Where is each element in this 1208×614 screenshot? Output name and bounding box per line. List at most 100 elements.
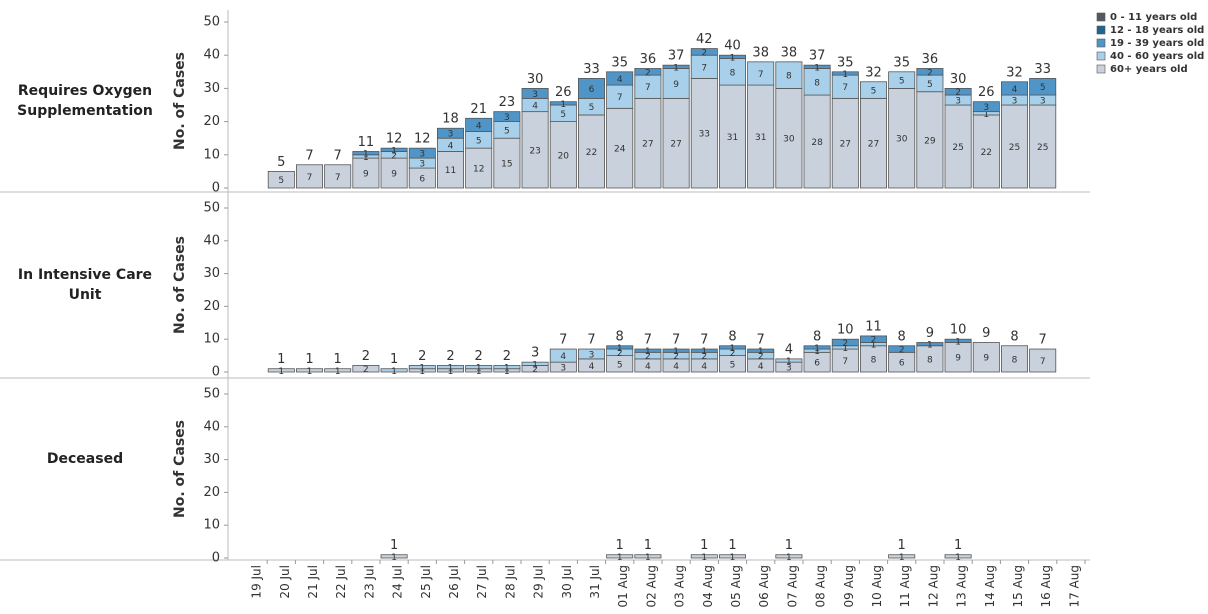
bar-segment (549, 348, 577, 363)
bar-segment (888, 88, 916, 189)
bar-segment (295, 164, 323, 189)
bar-segment (521, 361, 549, 366)
bar-segment (578, 348, 606, 360)
segment-label: 1 (758, 347, 764, 357)
bar-segment (747, 348, 775, 353)
bar-segment (521, 111, 549, 189)
bar-segment (493, 111, 521, 122)
y-tick-label: 50 (203, 387, 220, 402)
legend-label: 19 - 39 years old (1110, 38, 1204, 49)
x-tick-label: 03 Aug (673, 565, 687, 608)
total-label: 1 (277, 352, 285, 367)
total-label: 1 (700, 538, 708, 553)
segment-label: 5 (278, 176, 284, 186)
segment-label: 2 (842, 339, 848, 349)
segment-label: 4 (645, 362, 651, 372)
x-tick-label: 30 Jul (560, 565, 574, 599)
segment-label: 8 (871, 355, 877, 365)
segment-label: 1 (419, 367, 425, 377)
bar-segment (578, 78, 606, 99)
y-tick-label: 40 (203, 233, 220, 248)
segment-label: 8 (786, 72, 792, 82)
bar-segment (324, 368, 352, 373)
total-label: 37 (668, 49, 685, 64)
bar-segment (775, 61, 803, 89)
segment-label: 11 (445, 166, 456, 176)
y-tick-label: 20 (203, 485, 220, 500)
total-label: 36 (640, 52, 657, 67)
panel-title: Deceased (46, 451, 124, 467)
segment-label: 5 (617, 360, 623, 370)
bar-segment (408, 365, 436, 370)
segment-label: 9 (673, 80, 679, 90)
x-tick-label: 19 Jul (250, 565, 264, 599)
bar-segment (690, 348, 718, 353)
segment-label: 1 (871, 341, 877, 351)
bar-segment (578, 114, 606, 189)
bar-segment (436, 127, 464, 139)
bar-segment (493, 137, 521, 189)
total-label: 37 (809, 49, 826, 64)
total-label: 9 (926, 326, 934, 341)
segment-label: 30 (896, 135, 908, 145)
segment-label: 8 (814, 78, 820, 88)
segment-label: 1 (786, 357, 792, 367)
segment-label: 2 (871, 336, 877, 346)
total-label: 4 (785, 342, 793, 357)
y-tick-label: 30 (203, 266, 220, 281)
y-tick-label: 0 (212, 551, 220, 566)
segment-label: 6 (419, 175, 425, 185)
x-tick-label: 01 Aug (616, 565, 630, 608)
segment-label: 5 (899, 77, 905, 87)
segment-label: 1 (504, 367, 510, 377)
panel-title: In Intensive Care Unit (17, 267, 153, 303)
bar-segment (1001, 345, 1029, 373)
bar-segment (775, 554, 803, 559)
total-label: 1 (785, 538, 793, 553)
segment-label: 1 (391, 367, 397, 377)
segment-label: 1 (701, 347, 707, 357)
segment-label: 3 (589, 350, 595, 360)
total-label: 2 (446, 349, 454, 364)
total-label: 3 (531, 346, 539, 361)
bar-segment (324, 164, 352, 189)
bar-segment (634, 348, 662, 353)
segment-label: 5 (871, 87, 877, 97)
segment-label: 5 (589, 103, 595, 113)
panel-title: Requires Oxygen Supplementation (17, 83, 153, 119)
segment-label: 7 (758, 70, 764, 80)
segment-label: 7 (307, 173, 313, 183)
segment-label: 1 (448, 367, 454, 377)
segment-label: 1 (645, 553, 651, 563)
segment-label: 1 (955, 337, 961, 347)
segment-label: 1 (730, 53, 736, 63)
bar-segment (606, 71, 634, 86)
segment-label: 4 (1012, 85, 1018, 95)
segment-label: 7 (617, 93, 623, 103)
bar-segment (436, 365, 464, 370)
segment-label: 1 (842, 344, 848, 354)
x-tick-label: 11 Aug (898, 565, 912, 608)
segment-label: 25 (952, 143, 963, 153)
segment-label: 1 (701, 553, 707, 563)
segment-label: 27 (642, 140, 653, 150)
segment-label: 1 (983, 110, 989, 120)
bar-segment (916, 68, 944, 76)
segment-label: 20 (558, 151, 570, 161)
segment-label: 3 (560, 364, 566, 374)
total-label: 2 (418, 349, 426, 364)
total-label: 1 (954, 538, 962, 553)
x-tick-label: 21 Jul (306, 565, 320, 599)
bar-segment (803, 64, 831, 69)
segment-label: 33 (699, 130, 710, 140)
bar-segment (831, 97, 859, 189)
bar-segment (380, 554, 408, 559)
total-label: 12 (386, 132, 403, 147)
bar-segment (521, 88, 549, 99)
segment-label: 15 (501, 160, 512, 170)
bar-segment (295, 368, 323, 373)
bar-segment (1001, 104, 1029, 189)
x-tick-label: 05 Aug (729, 565, 743, 608)
segment-label: 27 (670, 140, 681, 150)
total-label: 26 (555, 85, 572, 100)
